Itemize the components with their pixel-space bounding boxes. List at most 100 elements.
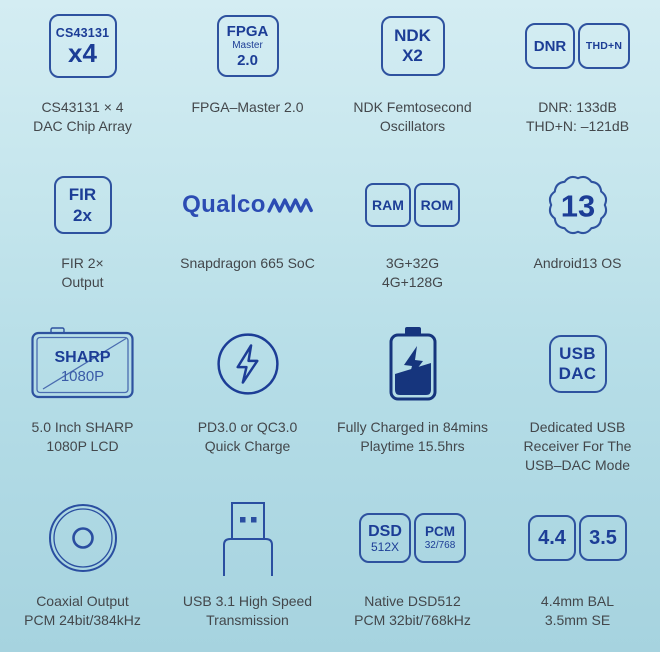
badge-text: 4.4 (538, 526, 566, 549)
feature-ram-rom: RAM ROM 3G+32G 4G+128G (330, 162, 495, 316)
badge-text: PCM (425, 524, 455, 539)
label-line: USB–DAC Mode (524, 457, 631, 473)
label-line: PCM 24bit/384kHz (24, 612, 141, 628)
fir-2x-badge-icon: FIR 2x (53, 176, 112, 234)
label-line: Fully Charged in 84mins (337, 419, 488, 435)
feature-usb-dac-mode: USB DAC Dedicated USB Receiver For The U… (495, 316, 660, 492)
badge-text: USB (559, 344, 596, 363)
ram-badge-icon: RAM (365, 183, 411, 227)
feature-dnr-thdn: DNR THD+N DNR: 133dB THD+N: –121dB (495, 0, 660, 162)
feature-label: DNR: 133dB THD+N: –121dB (526, 98, 629, 136)
feature-label: 5.0 Inch SHARP 1080P LCD (32, 418, 134, 456)
feature-label: CS43131 × 4 DAC Chip Array (33, 98, 132, 136)
cs43131-x4-badge-icon: CS43131 x4 (48, 14, 117, 78)
badge-text: CS43131 (55, 26, 110, 40)
feature-label: PD3.0 or QC3.0 Quick Charge (198, 418, 298, 456)
feature-label: Coaxial Output PCM 24bit/384kHz (24, 592, 141, 630)
quick-charge-lightning-icon (216, 333, 279, 395)
feature-label: FPGA–Master 2.0 (191, 98, 303, 117)
label-line: Snapdragon 665 SoC (180, 255, 315, 271)
feature-dac-chip-array: CS43131 x4 CS43131 × 4 DAC Chip Array (0, 0, 165, 162)
pcm-badge-icon: PCM 32/768 (414, 513, 466, 563)
feature-sharp-lcd: SHARP 1080P 5.0 Inch SHARP 1080P LCD (0, 316, 165, 492)
label-line: PCM 32bit/768kHz (354, 612, 471, 628)
label-line: NDK Femtosecond (353, 99, 472, 115)
feature-label: USB 3.1 High Speed Transmission (183, 592, 312, 630)
feature-label: FIR 2× Output (61, 254, 103, 292)
usb-dac-badge-icon: USB DAC (548, 335, 607, 393)
badge-text: DAC (558, 364, 597, 383)
label-line: Playtime 15.5hrs (360, 438, 465, 454)
badge-text: 2x (73, 206, 92, 225)
label-line: Transmission (206, 612, 289, 628)
label-line: Output (61, 274, 104, 290)
feature-snapdragon-soc: Qualco Snapdragon 665 SoC (165, 162, 330, 316)
label-line: 3G+32G (385, 255, 440, 271)
coaxial-output-icon (48, 504, 117, 572)
label-line: Coaxial Output (36, 593, 129, 609)
badge-text: X2 (402, 46, 423, 65)
badge-text: x4 (68, 38, 97, 68)
feature-usb31-transmission: USB 3.1 High Speed Transmission (165, 492, 330, 652)
feature-battery-playtime: Fully Charged in 84mins Playtime 15.5hrs (330, 316, 495, 492)
screen-text: SHARP (54, 349, 110, 366)
label-line: FIR 2× (61, 255, 104, 271)
badge-text: THD+N (585, 40, 623, 52)
qualcomm-logo-wave (267, 198, 313, 213)
rom-badge-icon: ROM (414, 183, 460, 227)
label-line: Oscillators (379, 118, 446, 134)
feature-label: Fully Charged in 84mins Playtime 15.5hrs (337, 418, 488, 456)
charging-battery-icon (389, 327, 436, 401)
label-line: DNR: 133dB (538, 99, 617, 115)
feature-fpga-master: FPGA Master 2.0 FPGA–Master 2.0 (165, 0, 330, 162)
qualcomm-logo-text: Qualco (182, 191, 266, 218)
label-line: PD3.0 or QC3.0 (197, 419, 298, 435)
label-line: Native DSD512 (364, 593, 461, 609)
label-line: 1080P LCD (46, 438, 119, 454)
badge-text: DNR (533, 37, 567, 55)
label-line: FPGA–Master 2.0 (191, 99, 304, 115)
feature-fir-output: FIR 2x FIR 2× Output (0, 162, 165, 316)
feature-coaxial-output: Coaxial Output PCM 24bit/384kHz (0, 492, 165, 652)
badge-text: 512X (370, 539, 400, 554)
feature-label: 4.4mm BAL 3.5mm SE (541, 592, 614, 630)
feature-android-os: 13 Android13 OS (495, 162, 660, 316)
badge-text: ROM (420, 197, 454, 213)
label-line: 3.5mm SE (544, 612, 611, 628)
sharp-lcd-screen-icon: SHARP 1080P (30, 327, 134, 399)
label-line: 4.4mm BAL (540, 593, 615, 609)
label-line: THD+N: –121dB (525, 118, 630, 134)
dnr-badge-icon: DNR (525, 23, 575, 69)
screen-text: 1080P (60, 368, 103, 385)
thd-n-badge-icon: THD+N (578, 23, 630, 69)
label-line: 4G+128G (381, 274, 444, 290)
feature-label: Snapdragon 665 SoC (180, 254, 315, 273)
label-line: 5.0 Inch SHARP (31, 419, 134, 435)
feature-label: NDK Femtosecond Oscillators (353, 98, 471, 136)
feature-label: Native DSD512 PCM 32bit/768kHz (354, 592, 471, 630)
qualcomm-logo-icon: Qualco (182, 193, 313, 217)
label-line: Quick Charge (204, 438, 291, 454)
ndk-x2-badge-icon: NDK X2 (380, 16, 445, 76)
label-line: DAC Chip Array (33, 118, 132, 134)
feature-label: Android13 OS (534, 254, 622, 273)
badge-text: 32/768 (424, 540, 456, 551)
badge-text: FPGA (226, 22, 269, 40)
label-line: Receiver For The (523, 438, 632, 454)
badge-text: 3.5 (589, 526, 617, 549)
badge-text: NDK (394, 26, 431, 45)
label-line: USB 3.1 High Speed (182, 593, 313, 609)
feature-headphone-jacks: 4.4 3.5 4.4mm BAL 3.5mm SE (495, 492, 660, 652)
fpga-master-badge-icon: FPGA Master 2.0 (216, 15, 279, 77)
badge-text: DSD (368, 522, 402, 540)
android-13-logo-icon: 13 (548, 175, 607, 235)
feature-native-dsd-pcm: DSD 512X PCM 32/768 Native DSD512 PCM 32… (330, 492, 495, 652)
dsd512-badge-icon: DSD 512X (359, 513, 411, 563)
feature-quick-charge: PD3.0 or QC3.0 Quick Charge (165, 316, 330, 492)
usb-plug-icon (222, 502, 273, 576)
jack-4-4mm-badge-icon: 4.4 (528, 515, 576, 561)
label-line: Dedicated USB (529, 419, 626, 435)
badge-text: FIR (68, 185, 97, 204)
label-line: Android13 OS (533, 255, 622, 271)
